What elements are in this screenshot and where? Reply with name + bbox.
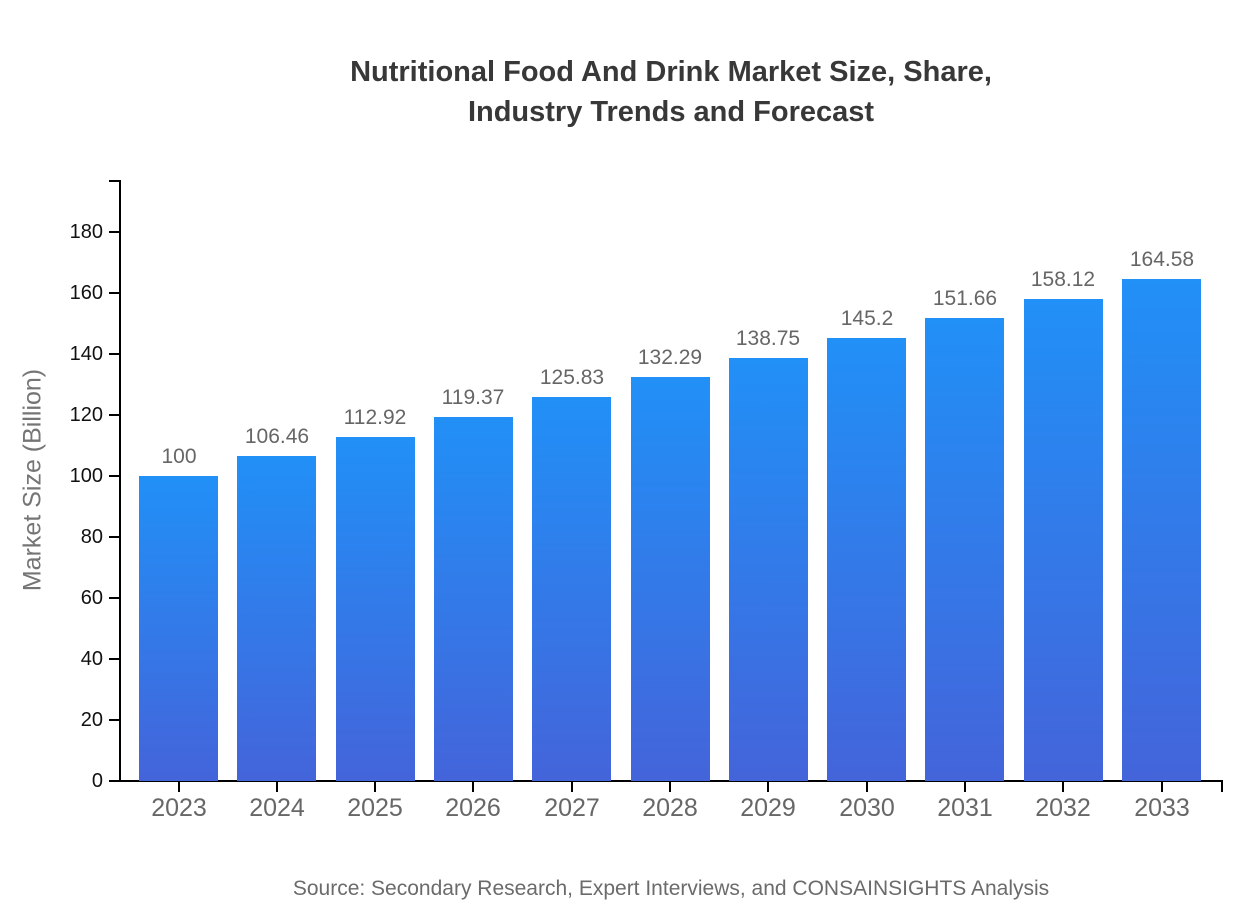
x-tick-label: 2029 (740, 794, 796, 822)
y-tick-label: 100 (69, 464, 103, 487)
y-tick-label: 0 (91, 770, 103, 792)
y-axis-title: Market Size (Billion) (18, 368, 47, 592)
y-tick (109, 535, 119, 538)
bar (237, 456, 316, 781)
y-tick-label: 20 (80, 708, 103, 731)
bar (827, 338, 906, 781)
bar-value-label: 164.58 (1129, 248, 1195, 271)
bar (336, 437, 415, 781)
x-tick-label: 2024 (249, 794, 305, 822)
x-tick (276, 782, 278, 792)
x-tick-label: 2031 (937, 794, 993, 822)
x-tick (1161, 782, 1163, 792)
y-tick-label: 160 (69, 281, 103, 304)
x-tick (866, 782, 868, 792)
bar-value-label: 145.2 (840, 307, 894, 330)
bar-value-label: 125.83 (539, 366, 605, 389)
x-tick-label: 2026 (445, 794, 501, 822)
x-tick (178, 782, 180, 792)
x-tick (1062, 782, 1064, 792)
bar (925, 318, 1004, 781)
y-tick-label: 80 (80, 525, 103, 548)
y-tick-label: 40 (80, 647, 103, 670)
y-tick-label: 140 (69, 342, 103, 365)
bar (532, 397, 611, 781)
y-tick (109, 230, 119, 233)
y-tick-label: 180 (69, 220, 103, 243)
x-tick-label: 2032 (1035, 794, 1091, 822)
bar-value-label: 132.29 (637, 346, 703, 369)
x-tick (669, 782, 671, 792)
x-tick (374, 782, 376, 792)
y-tick (109, 596, 119, 599)
y-axis-line (119, 180, 121, 782)
x-tick (571, 782, 573, 792)
x-axis-endcap-tick (1221, 782, 1223, 792)
y-tick (109, 413, 119, 416)
bar-value-label: 151.66 (932, 287, 998, 310)
y-tick-label: 120 (69, 403, 103, 426)
y-tick (109, 780, 119, 782)
x-tick-label: 2025 (347, 794, 403, 822)
x-axis-line (119, 780, 1223, 782)
bar (631, 377, 710, 781)
y-tick (109, 474, 119, 477)
bar-value-label: 138.75 (735, 327, 801, 350)
x-tick (472, 782, 474, 792)
bar (1024, 299, 1103, 781)
x-tick (767, 782, 769, 792)
y-tick (109, 352, 119, 355)
bar-value-label: 158.12 (1030, 268, 1096, 291)
bar (729, 358, 808, 781)
x-tick-label: 2033 (1134, 794, 1190, 822)
y-tick (109, 657, 119, 660)
bar-value-label: 112.92 (343, 406, 407, 429)
bar-value-label: 100 (161, 445, 197, 468)
y-tick (109, 291, 119, 294)
x-tick (964, 782, 966, 792)
bar (434, 417, 513, 781)
bar-value-label: 119.37 (441, 386, 505, 409)
chart-title-line-1: Nutritional Food And Drink Market Size, … (350, 56, 992, 88)
bar (139, 476, 218, 781)
chart-title-line-2: Industry Trends and Forecast (467, 96, 875, 128)
y-tick-label: 60 (80, 586, 103, 609)
x-tick-label: 2023 (151, 794, 207, 822)
y-axis-endcap-tick (109, 180, 119, 182)
page-title: Nutritional Food And Drink Market Size, … (120, 52, 1222, 132)
bar-value-label: 106.46 (244, 425, 310, 448)
x-tick-label: 2028 (642, 794, 698, 822)
y-tick (109, 718, 119, 721)
bar (1122, 279, 1201, 781)
x-tick-label: 2030 (839, 794, 895, 822)
source-note: Source: Secondary Research, Expert Inter… (292, 877, 1050, 900)
x-tick-label: 2027 (544, 794, 600, 822)
